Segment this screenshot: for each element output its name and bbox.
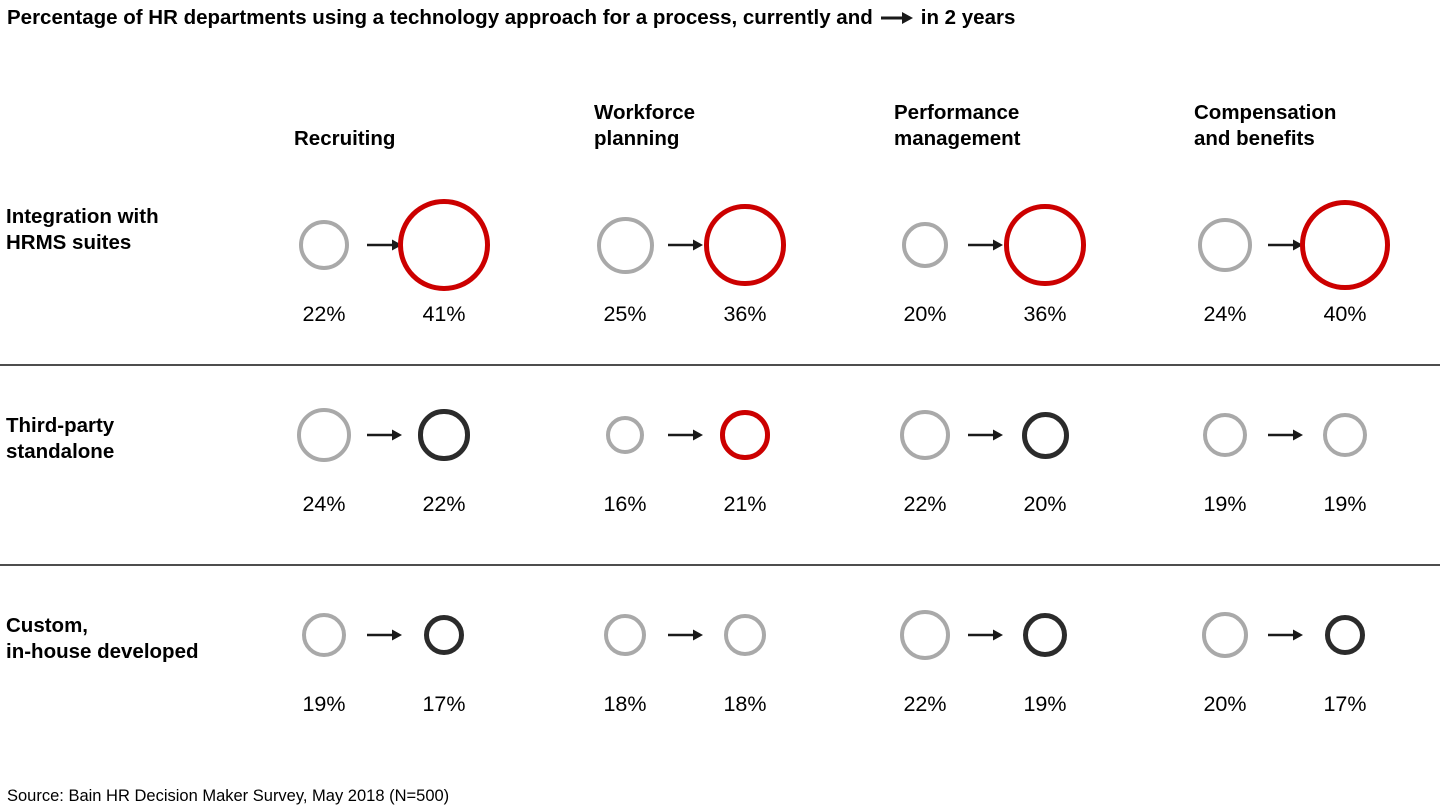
current-value: 20% bbox=[1203, 692, 1247, 716]
right-arrow-icon bbox=[366, 427, 402, 443]
right-arrow-icon bbox=[366, 237, 402, 253]
current-circle bbox=[301, 612, 347, 658]
column-header-line: Recruiting bbox=[294, 127, 396, 150]
future-circle bbox=[723, 613, 767, 657]
right-arrow-icon bbox=[967, 627, 1003, 643]
right-arrow-icon bbox=[667, 237, 703, 253]
current-value: 22% bbox=[302, 302, 346, 326]
future-circle bbox=[1300, 200, 1390, 290]
future-value: 18% bbox=[723, 692, 767, 716]
future-value: 21% bbox=[723, 492, 767, 516]
future-value: 41% bbox=[422, 302, 466, 326]
future-circle bbox=[423, 614, 465, 656]
current-circle bbox=[901, 221, 949, 269]
future-circle bbox=[1022, 612, 1068, 658]
future-circle bbox=[418, 409, 470, 461]
future-circle bbox=[1322, 412, 1368, 458]
column-header-line: Workforce bbox=[594, 101, 696, 124]
future-value: 40% bbox=[1323, 302, 1367, 326]
current-circle bbox=[899, 409, 951, 461]
future-value: 17% bbox=[422, 692, 466, 716]
future-circle bbox=[398, 199, 490, 291]
row-label-line: Third-party bbox=[6, 414, 115, 437]
column-header-line: planning bbox=[594, 127, 680, 150]
right-arrow-icon bbox=[667, 627, 703, 643]
future-value: 19% bbox=[1023, 692, 1067, 716]
current-circle bbox=[1201, 611, 1249, 659]
future-circle bbox=[1324, 614, 1366, 656]
row-label-line: Custom, bbox=[6, 614, 88, 637]
right-arrow-icon bbox=[1267, 627, 1303, 643]
current-circle bbox=[296, 407, 352, 463]
right-arrow-icon bbox=[1267, 237, 1303, 253]
future-circle bbox=[1004, 204, 1086, 286]
right-arrow-icon bbox=[366, 627, 402, 643]
future-value: 36% bbox=[723, 302, 767, 326]
column-header-line: and benefits bbox=[1194, 127, 1315, 150]
row-label-line: HRMS suites bbox=[6, 231, 132, 254]
row-label-line: Integration with bbox=[6, 205, 159, 228]
current-circle bbox=[899, 609, 951, 661]
current-value: 16% bbox=[603, 492, 647, 516]
current-value: 24% bbox=[302, 492, 346, 516]
row-label: Custom, in-house developed bbox=[6, 613, 281, 665]
future-circle bbox=[704, 204, 786, 286]
current-value: 19% bbox=[1203, 492, 1247, 516]
column-header: Workforce planning bbox=[594, 92, 844, 152]
row-label-line: standalone bbox=[6, 440, 115, 463]
current-value: 19% bbox=[302, 692, 346, 716]
current-value: 18% bbox=[603, 692, 647, 716]
title-text-after-arrow: in 2 years bbox=[920, 6, 1016, 29]
future-circle bbox=[1021, 411, 1069, 459]
current-circle bbox=[1197, 217, 1253, 273]
right-arrow-icon bbox=[967, 237, 1003, 253]
current-circle bbox=[1202, 412, 1248, 458]
current-circle bbox=[605, 415, 645, 455]
future-value: 17% bbox=[1323, 692, 1367, 716]
current-circle bbox=[603, 613, 647, 657]
row-label: Integration with HRMS suites bbox=[6, 204, 281, 256]
future-value: 22% bbox=[422, 492, 466, 516]
source-note: Source: Bain HR Decision Maker Survey, M… bbox=[7, 787, 450, 805]
title-text-before-arrow: Percentage of HR departments using a tec… bbox=[7, 6, 873, 29]
chart-title: Percentage of HR departments using a tec… bbox=[7, 5, 1015, 31]
future-value: 19% bbox=[1323, 492, 1367, 516]
right-arrow-icon bbox=[967, 427, 1003, 443]
right-arrow-icon bbox=[1267, 427, 1303, 443]
current-circle bbox=[596, 216, 654, 274]
column-header-line: management bbox=[894, 127, 1021, 150]
right-arrow-icon bbox=[667, 427, 703, 443]
column-header: Performance management bbox=[894, 92, 1144, 152]
current-value: 25% bbox=[603, 302, 647, 326]
current-circle bbox=[298, 219, 350, 271]
current-value: 22% bbox=[903, 492, 947, 516]
current-value: 22% bbox=[903, 692, 947, 716]
row-label-line: in-house developed bbox=[6, 640, 199, 663]
current-value: 20% bbox=[903, 302, 947, 326]
column-header-line: Compensation bbox=[1194, 101, 1337, 124]
column-header: Recruiting bbox=[294, 92, 544, 152]
row-divider bbox=[0, 564, 1440, 566]
current-value: 24% bbox=[1203, 302, 1247, 326]
row-label: Third-party standalone bbox=[6, 413, 281, 465]
column-header: Compensation and benefits bbox=[1194, 92, 1440, 152]
right-arrow-icon bbox=[880, 11, 913, 25]
future-value: 20% bbox=[1023, 492, 1067, 516]
row-divider bbox=[0, 364, 1440, 366]
future-value: 36% bbox=[1023, 302, 1067, 326]
future-circle bbox=[720, 410, 770, 460]
column-header-line: Performance bbox=[894, 101, 1020, 124]
